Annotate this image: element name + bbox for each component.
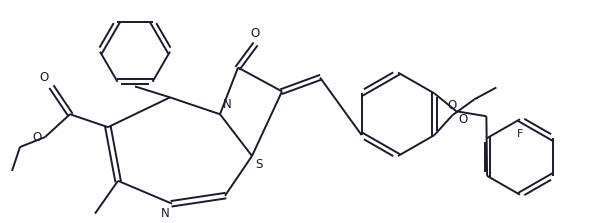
Text: S: S: [255, 158, 262, 171]
Text: N: N: [161, 207, 170, 220]
Text: O: O: [447, 99, 457, 112]
Text: F: F: [517, 129, 523, 139]
Text: O: O: [458, 113, 468, 126]
Text: N: N: [223, 98, 232, 111]
Text: O: O: [33, 131, 42, 144]
Text: O: O: [250, 27, 259, 40]
Text: O: O: [40, 71, 49, 85]
